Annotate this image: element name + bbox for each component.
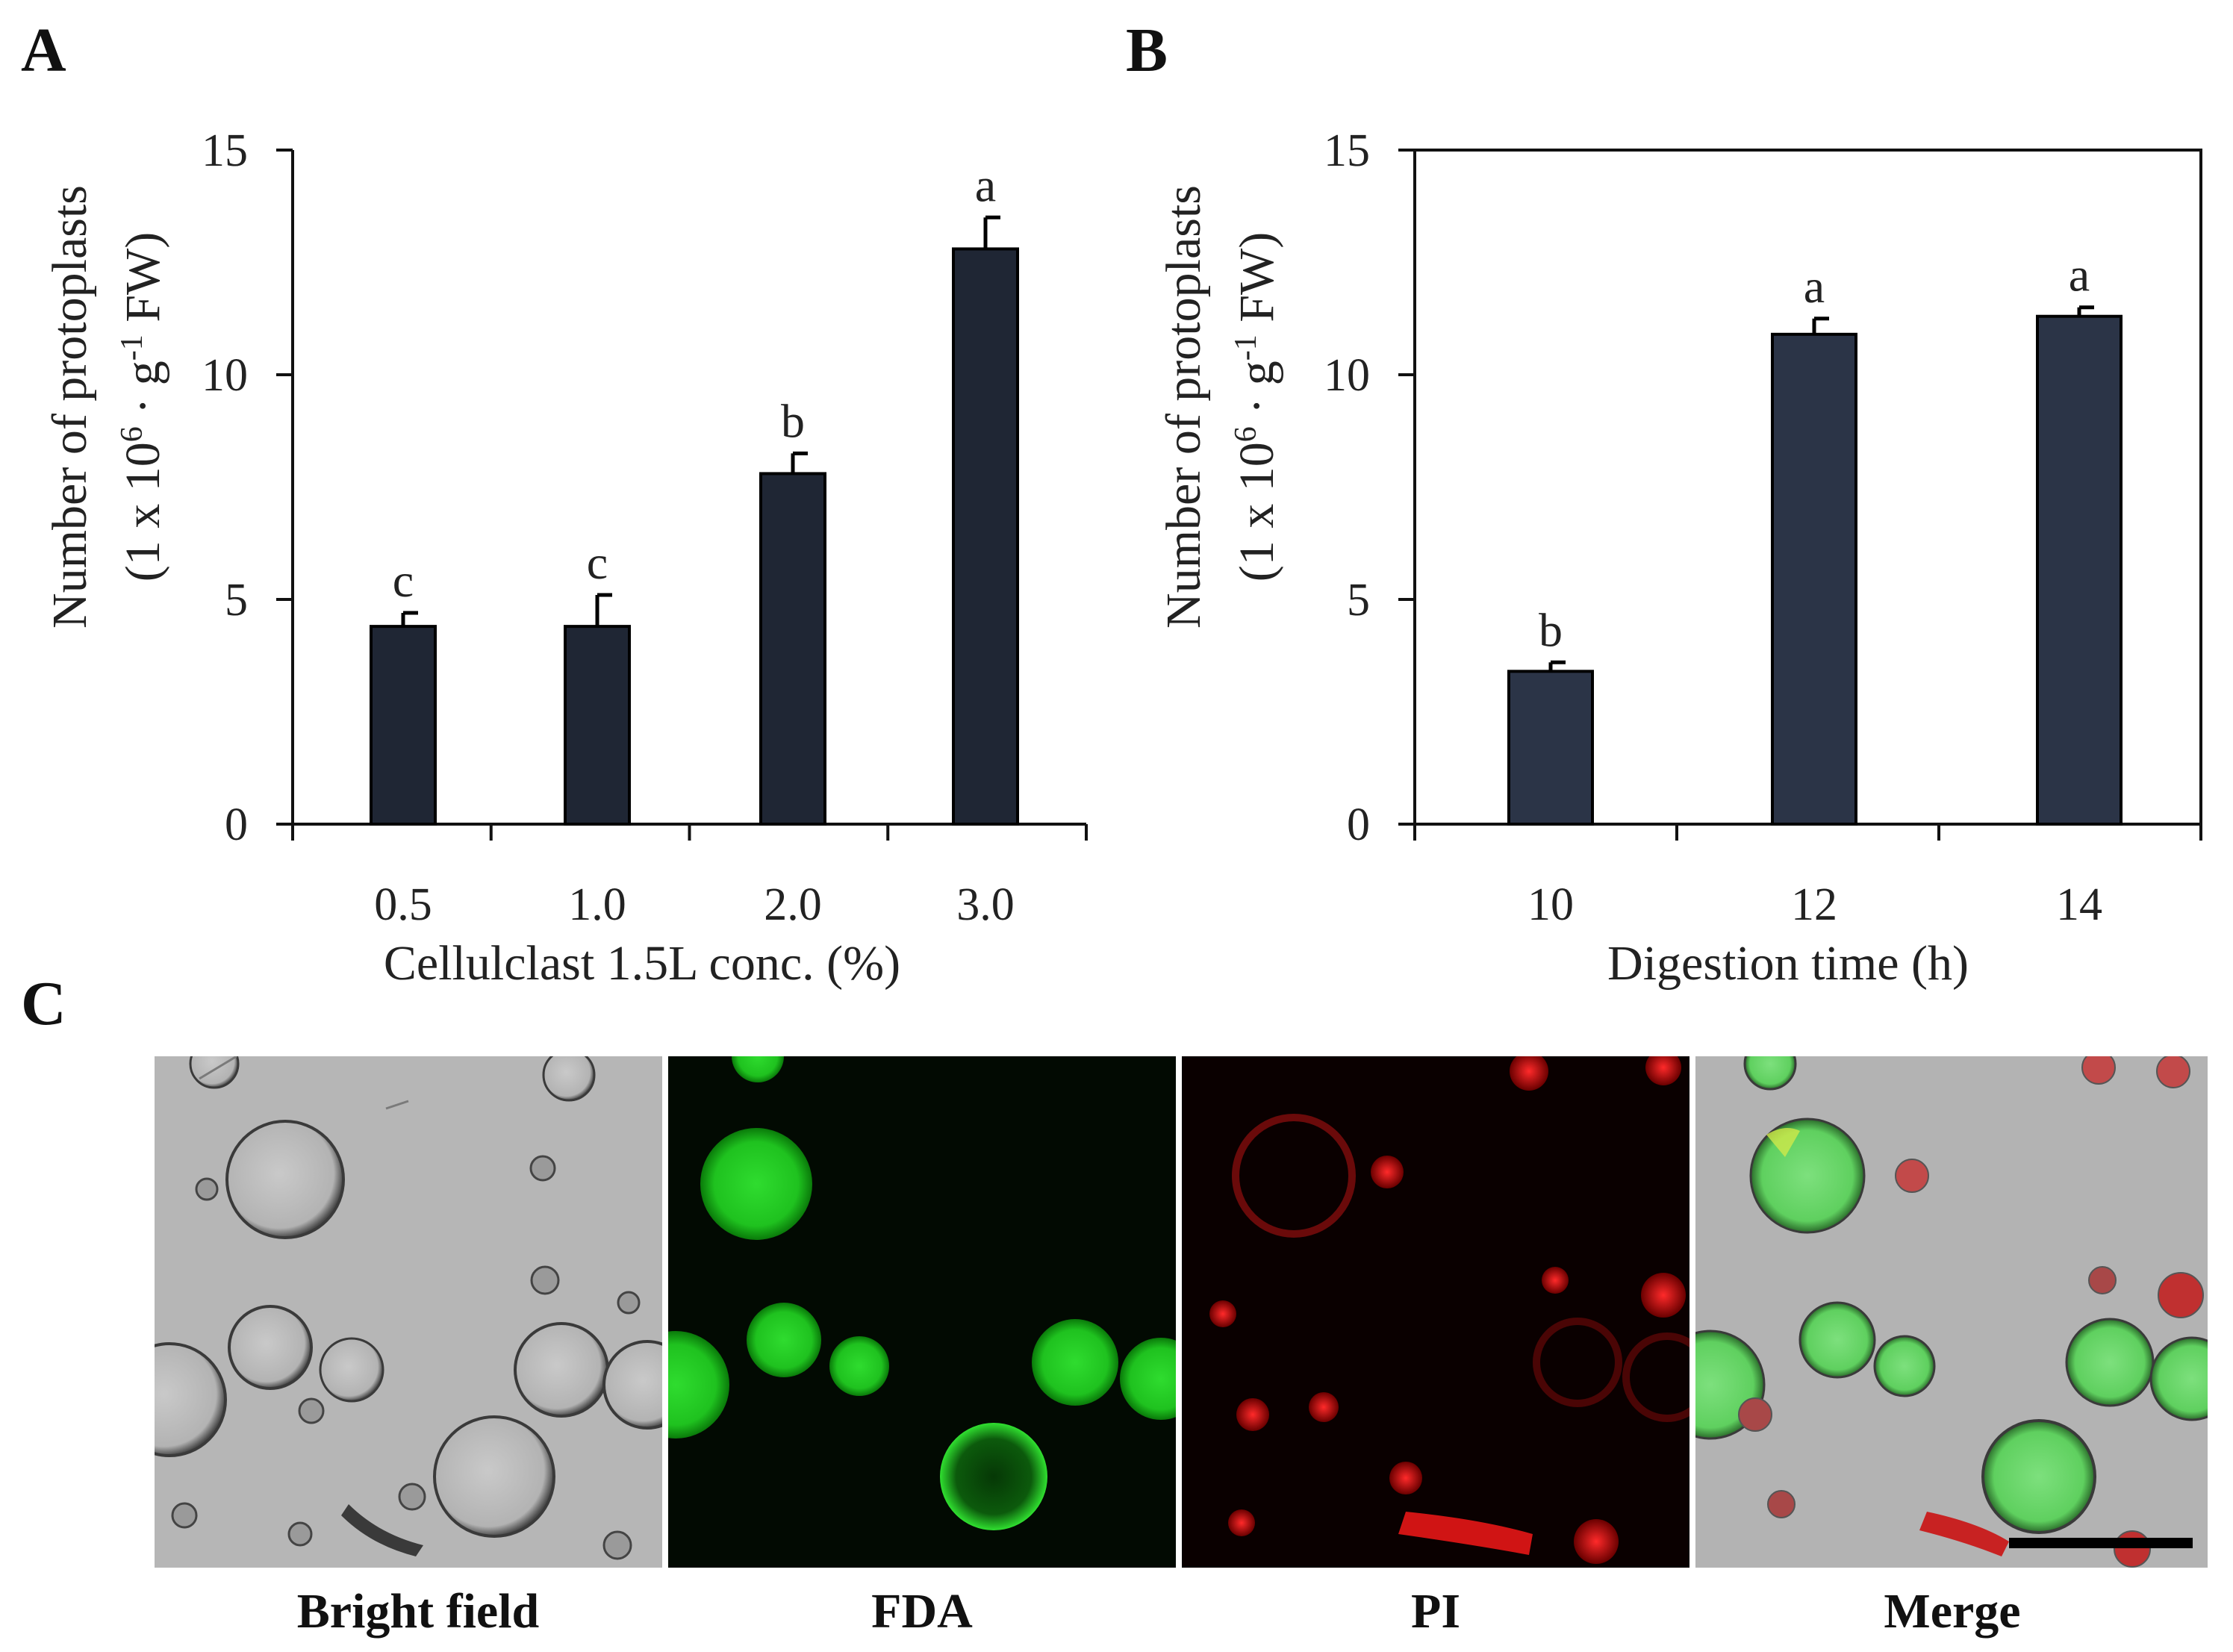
x-tick-label: 3.0 — [956, 879, 1015, 930]
bar — [1771, 332, 1857, 826]
panel-label-c: C — [21, 969, 66, 1038]
significance-letter: a — [1804, 260, 1825, 313]
y-tick-label: 15 — [1324, 125, 1370, 176]
x-tick-label: 14 — [2056, 879, 2102, 930]
chart-a: 0 5 10 15 c 0.5 c 1.0 b 2.0 a 3.0 Cellulclast 1.5L… — [43, 125, 1088, 991]
error-bar — [595, 593, 612, 627]
y-tick-label: 15 — [202, 125, 248, 176]
significance-letter: b — [1539, 603, 1563, 656]
x-tick-label: 2.0 — [764, 879, 822, 930]
chart-a-ylabel: Number of protoplasts (1 x 106 · g-1 FW) — [43, 185, 170, 629]
micrograph-pi — [1182, 1056, 1689, 1568]
error-bar — [1548, 660, 1566, 672]
chart-b-xlabel: Digestion time (h) — [1607, 936, 1969, 991]
caption-merge: Merge — [1884, 1584, 2020, 1639]
y-tick-label: 10 — [1324, 350, 1370, 401]
bar — [370, 625, 437, 826]
error-bar — [401, 611, 418, 627]
caption-fda: FDA — [871, 1584, 973, 1639]
significance-letter: c — [587, 536, 608, 589]
micrograph-strip: Bright field FDA PI Merge — [155, 1056, 2208, 1639]
bar — [564, 625, 631, 826]
y-tick-label: 5 — [225, 575, 248, 626]
chart-b-ylabel: Number of protoplasts (1 x 106 · g-1 FW) — [1156, 185, 1284, 629]
chart-a-ylabel-line1: Number of protoplasts — [43, 185, 97, 629]
panel-label-b: B — [1126, 16, 1168, 85]
x-tick-label: 10 — [1527, 879, 1574, 930]
x-tick-label: 0.5 — [374, 879, 432, 930]
x-tick-label: 1.0 — [568, 879, 626, 930]
significance-letter: c — [393, 554, 414, 607]
x-tick-label: 12 — [1791, 879, 1837, 930]
chart-b-ylabel-line2: (1 x 106 · g-1 FW) — [1229, 232, 1284, 582]
y-tick-label: 10 — [202, 350, 248, 401]
chart-a-ylabel-line2: (1 x 106 · g-1 FW) — [115, 232, 170, 582]
y-tick-label: 5 — [1347, 575, 1370, 626]
micrograph-fda — [668, 1056, 1176, 1568]
chart-a-xlabel: Cellulclast 1.5L conc. (%) — [384, 936, 900, 991]
micrograph-merge — [1695, 1056, 2208, 1568]
bar — [952, 247, 1019, 826]
error-bar — [2077, 305, 2094, 317]
bar — [759, 472, 826, 826]
significance-letter: b — [781, 394, 805, 447]
caption-pi: PI — [1411, 1584, 1460, 1639]
significance-letter: a — [975, 158, 996, 211]
micrograph-bright-field — [155, 1056, 662, 1568]
caption-bright-field: Bright field — [297, 1584, 540, 1639]
significance-letter: a — [2069, 249, 2090, 302]
bar — [2036, 314, 2123, 826]
error-bar — [791, 451, 808, 474]
error-bar — [983, 215, 1000, 249]
chart-b: 0 5 10 15 b 10 a 12 a 14 Digestion time (h) Numb… — [1156, 125, 2202, 991]
y-tick-label: 0 — [225, 799, 248, 850]
panel-label-a: A — [21, 16, 66, 85]
error-bar — [1812, 317, 1829, 334]
bar — [1507, 670, 1594, 826]
y-tick-label: 0 — [1347, 799, 1370, 850]
chart-b-ylabel-line1: Number of protoplasts — [1156, 185, 1211, 629]
